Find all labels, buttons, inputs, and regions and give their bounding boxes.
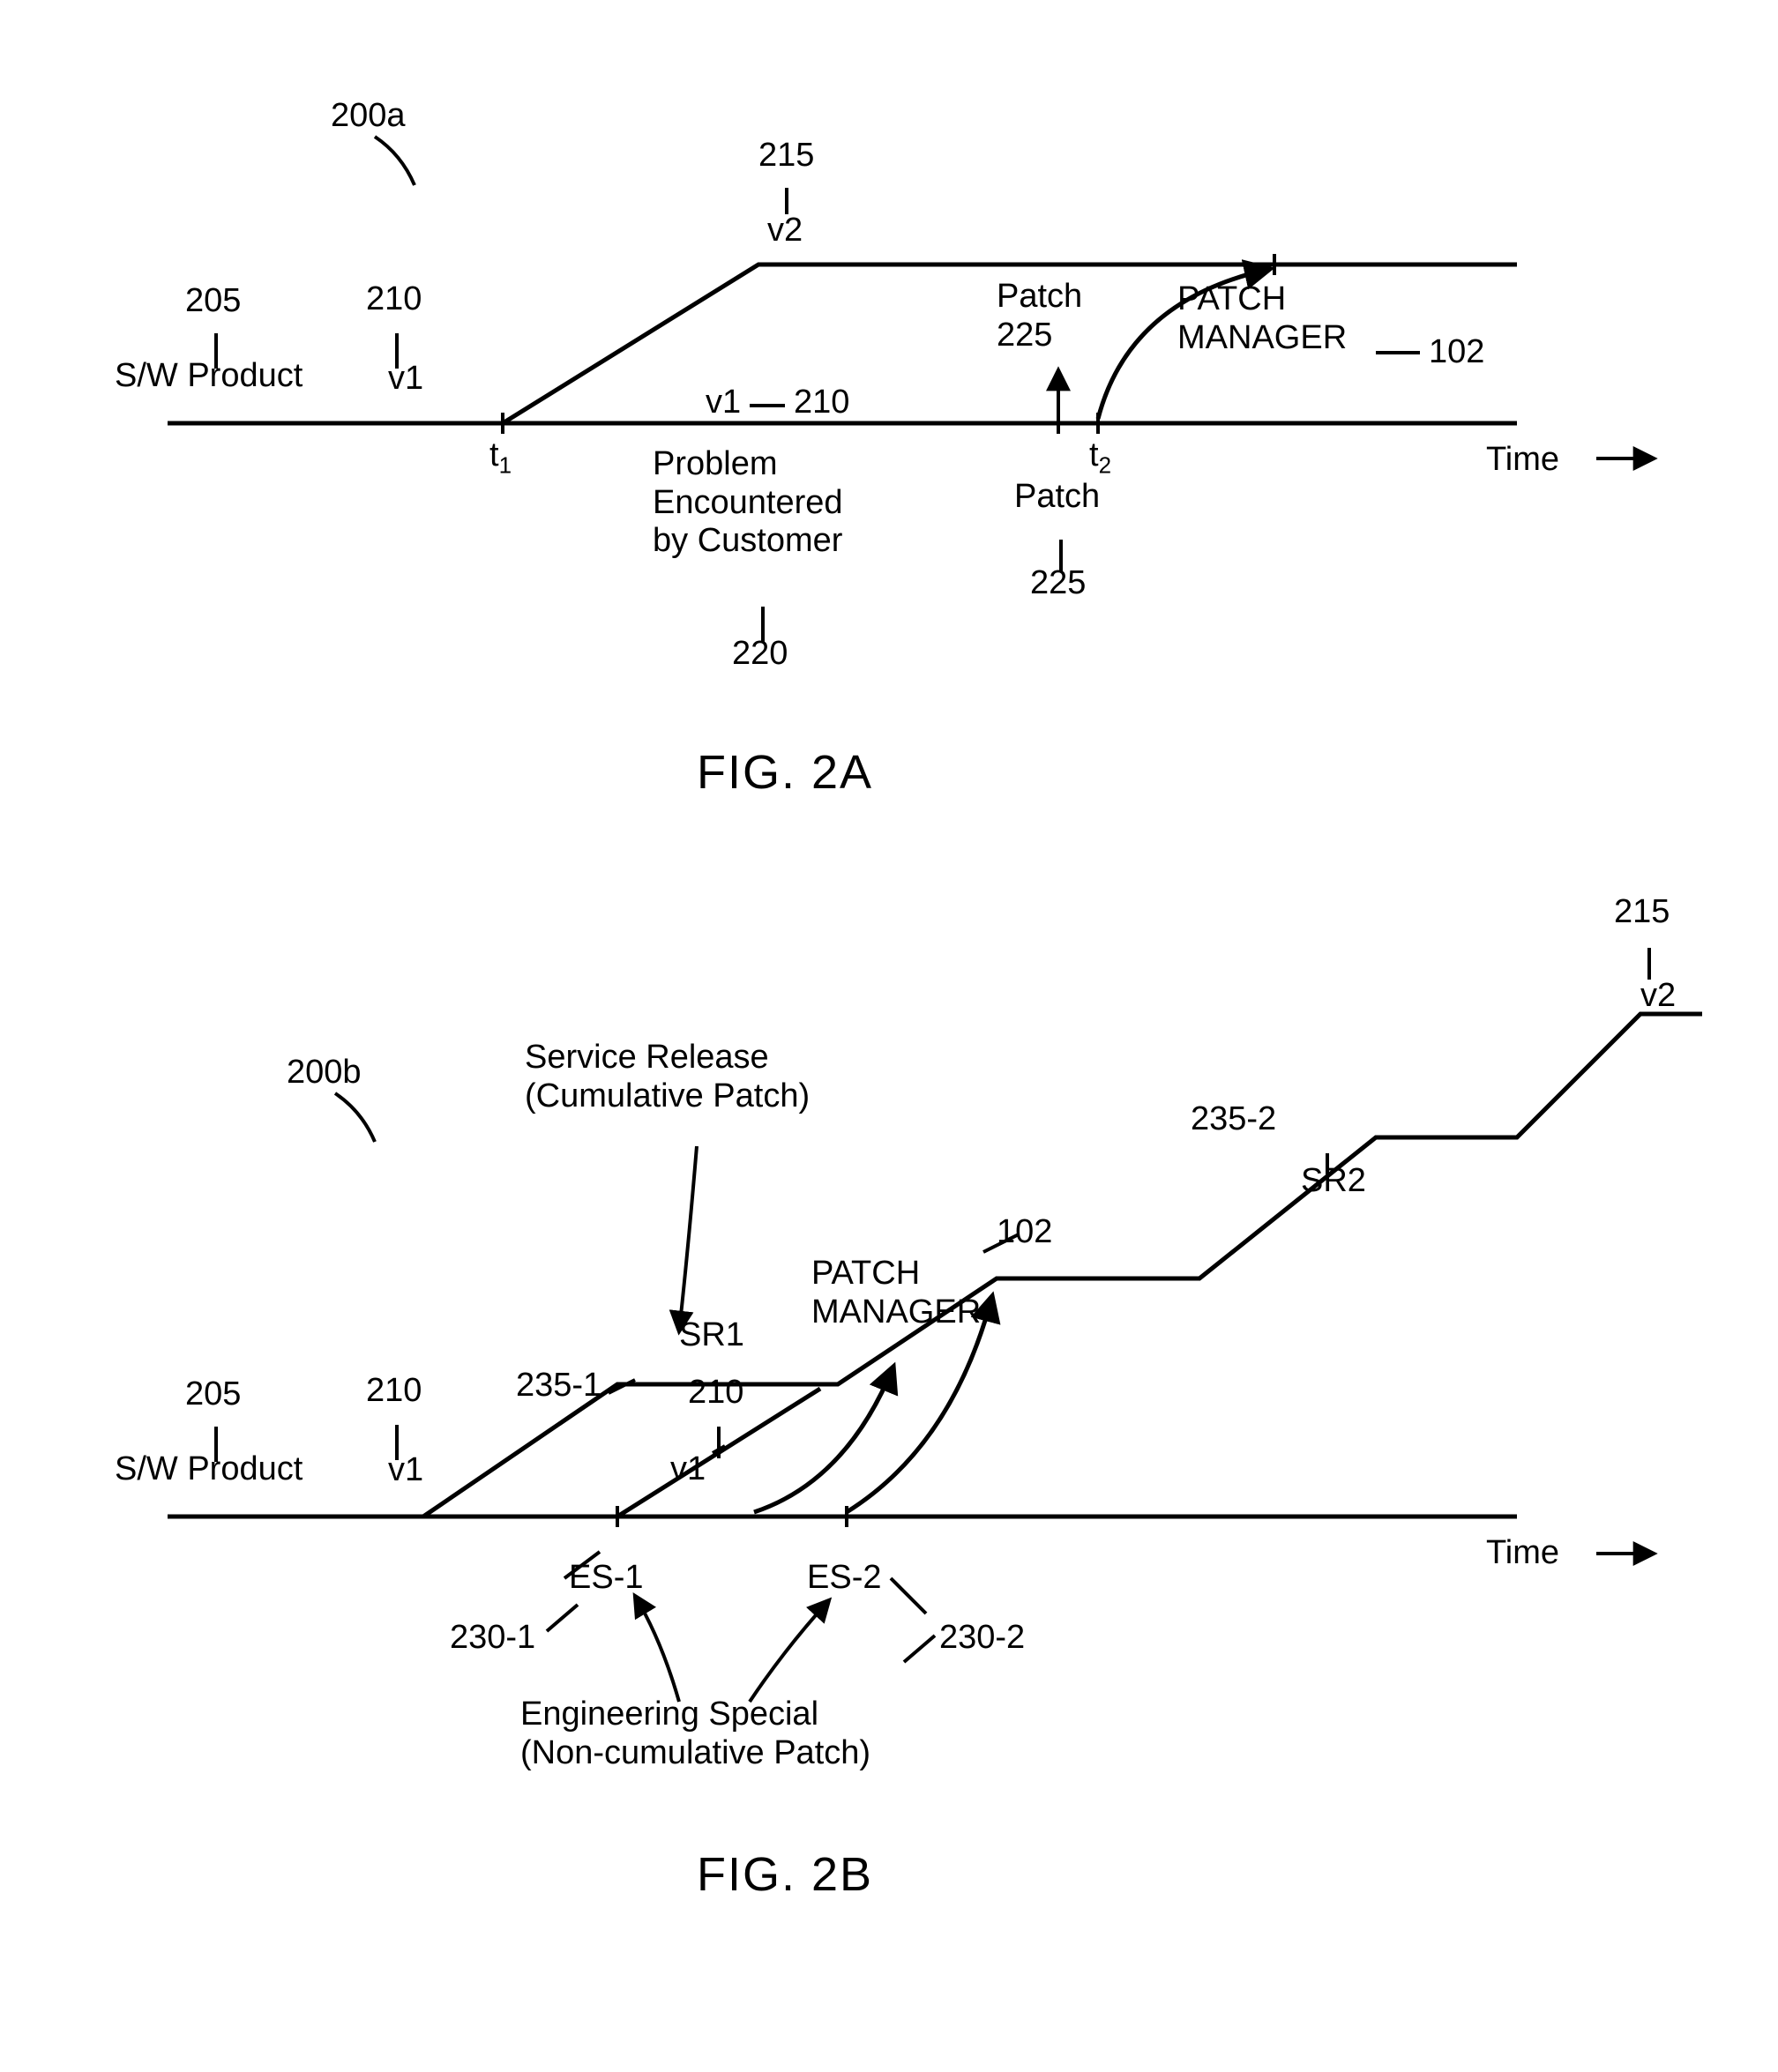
figB-v2: v2	[1640, 977, 1676, 1016]
figB-es2: ES-2	[807, 1559, 881, 1598]
figA-time: Time	[1486, 441, 1559, 480]
figB-arc1	[754, 1367, 893, 1512]
figB-ref210-inner: 210	[688, 1374, 743, 1412]
figB-time: Time	[1486, 1534, 1559, 1573]
figA-sw-product: S/W Product	[115, 357, 303, 396]
figB-ref102: 102	[997, 1213, 1052, 1252]
figA-ref200a: 200a	[331, 97, 406, 136]
figB-es1: ES-1	[569, 1559, 643, 1598]
figB-patch-manager: PATCH MANAGER	[811, 1255, 981, 1331]
figB-eng-special: Engineering Special (Non-cumulative Patc…	[520, 1696, 870, 1772]
figA-ref215: 215	[758, 137, 814, 175]
figA-ref205: 205	[185, 282, 241, 321]
figB-sw-product: S/W Product	[115, 1450, 303, 1489]
figB-svcrel-arrow	[679, 1146, 697, 1331]
figA-v1-left: v1	[388, 360, 423, 399]
figA-problem: Problem Encountered by Customer	[653, 445, 843, 561]
figA-v1-mid: v1	[706, 384, 741, 422]
figA-caption: FIG. 2A	[697, 745, 873, 800]
figB-v1-left: v1	[388, 1451, 423, 1490]
figB-v1-inner: v1	[670, 1450, 706, 1489]
figA-t2: t2	[1089, 436, 1111, 479]
figB-ref200b: 200b	[287, 1054, 362, 1092]
figA-patch-lower: Patch	[1014, 478, 1100, 517]
figB-service-release: Service Release (Cumulative Patch)	[525, 1039, 810, 1115]
figA-ref210-left: 210	[366, 280, 422, 319]
figA-t1: t1	[489, 436, 512, 479]
figA-ref225: 225	[1030, 564, 1086, 603]
figB-ref235-1: 235-1	[516, 1367, 601, 1405]
figB-SR1: SR1	[679, 1316, 744, 1355]
figB-ref205: 205	[185, 1375, 241, 1414]
figA-patch-manager: PATCH MANAGER	[1177, 280, 1347, 357]
figB-ref235-2: 235-2	[1191, 1100, 1276, 1139]
figB-caption: FIG. 2B	[697, 1847, 873, 1902]
figA-ref102: 102	[1429, 333, 1484, 372]
figB-ref210-left: 210	[366, 1372, 422, 1411]
figB-SR2: SR2	[1301, 1162, 1366, 1201]
figB-ref230-1: 230-1	[450, 1619, 535, 1658]
figA-v2: v2	[767, 212, 803, 250]
diagram-svg	[0, 0, 1778, 2072]
figA-patch-upper: Patch 225	[997, 278, 1082, 354]
figB-ref215: 215	[1614, 893, 1670, 932]
figA-ref210-mid: 210	[794, 384, 849, 422]
figA-ref220: 220	[732, 635, 788, 674]
figB-ref230-2: 230-2	[939, 1619, 1025, 1658]
